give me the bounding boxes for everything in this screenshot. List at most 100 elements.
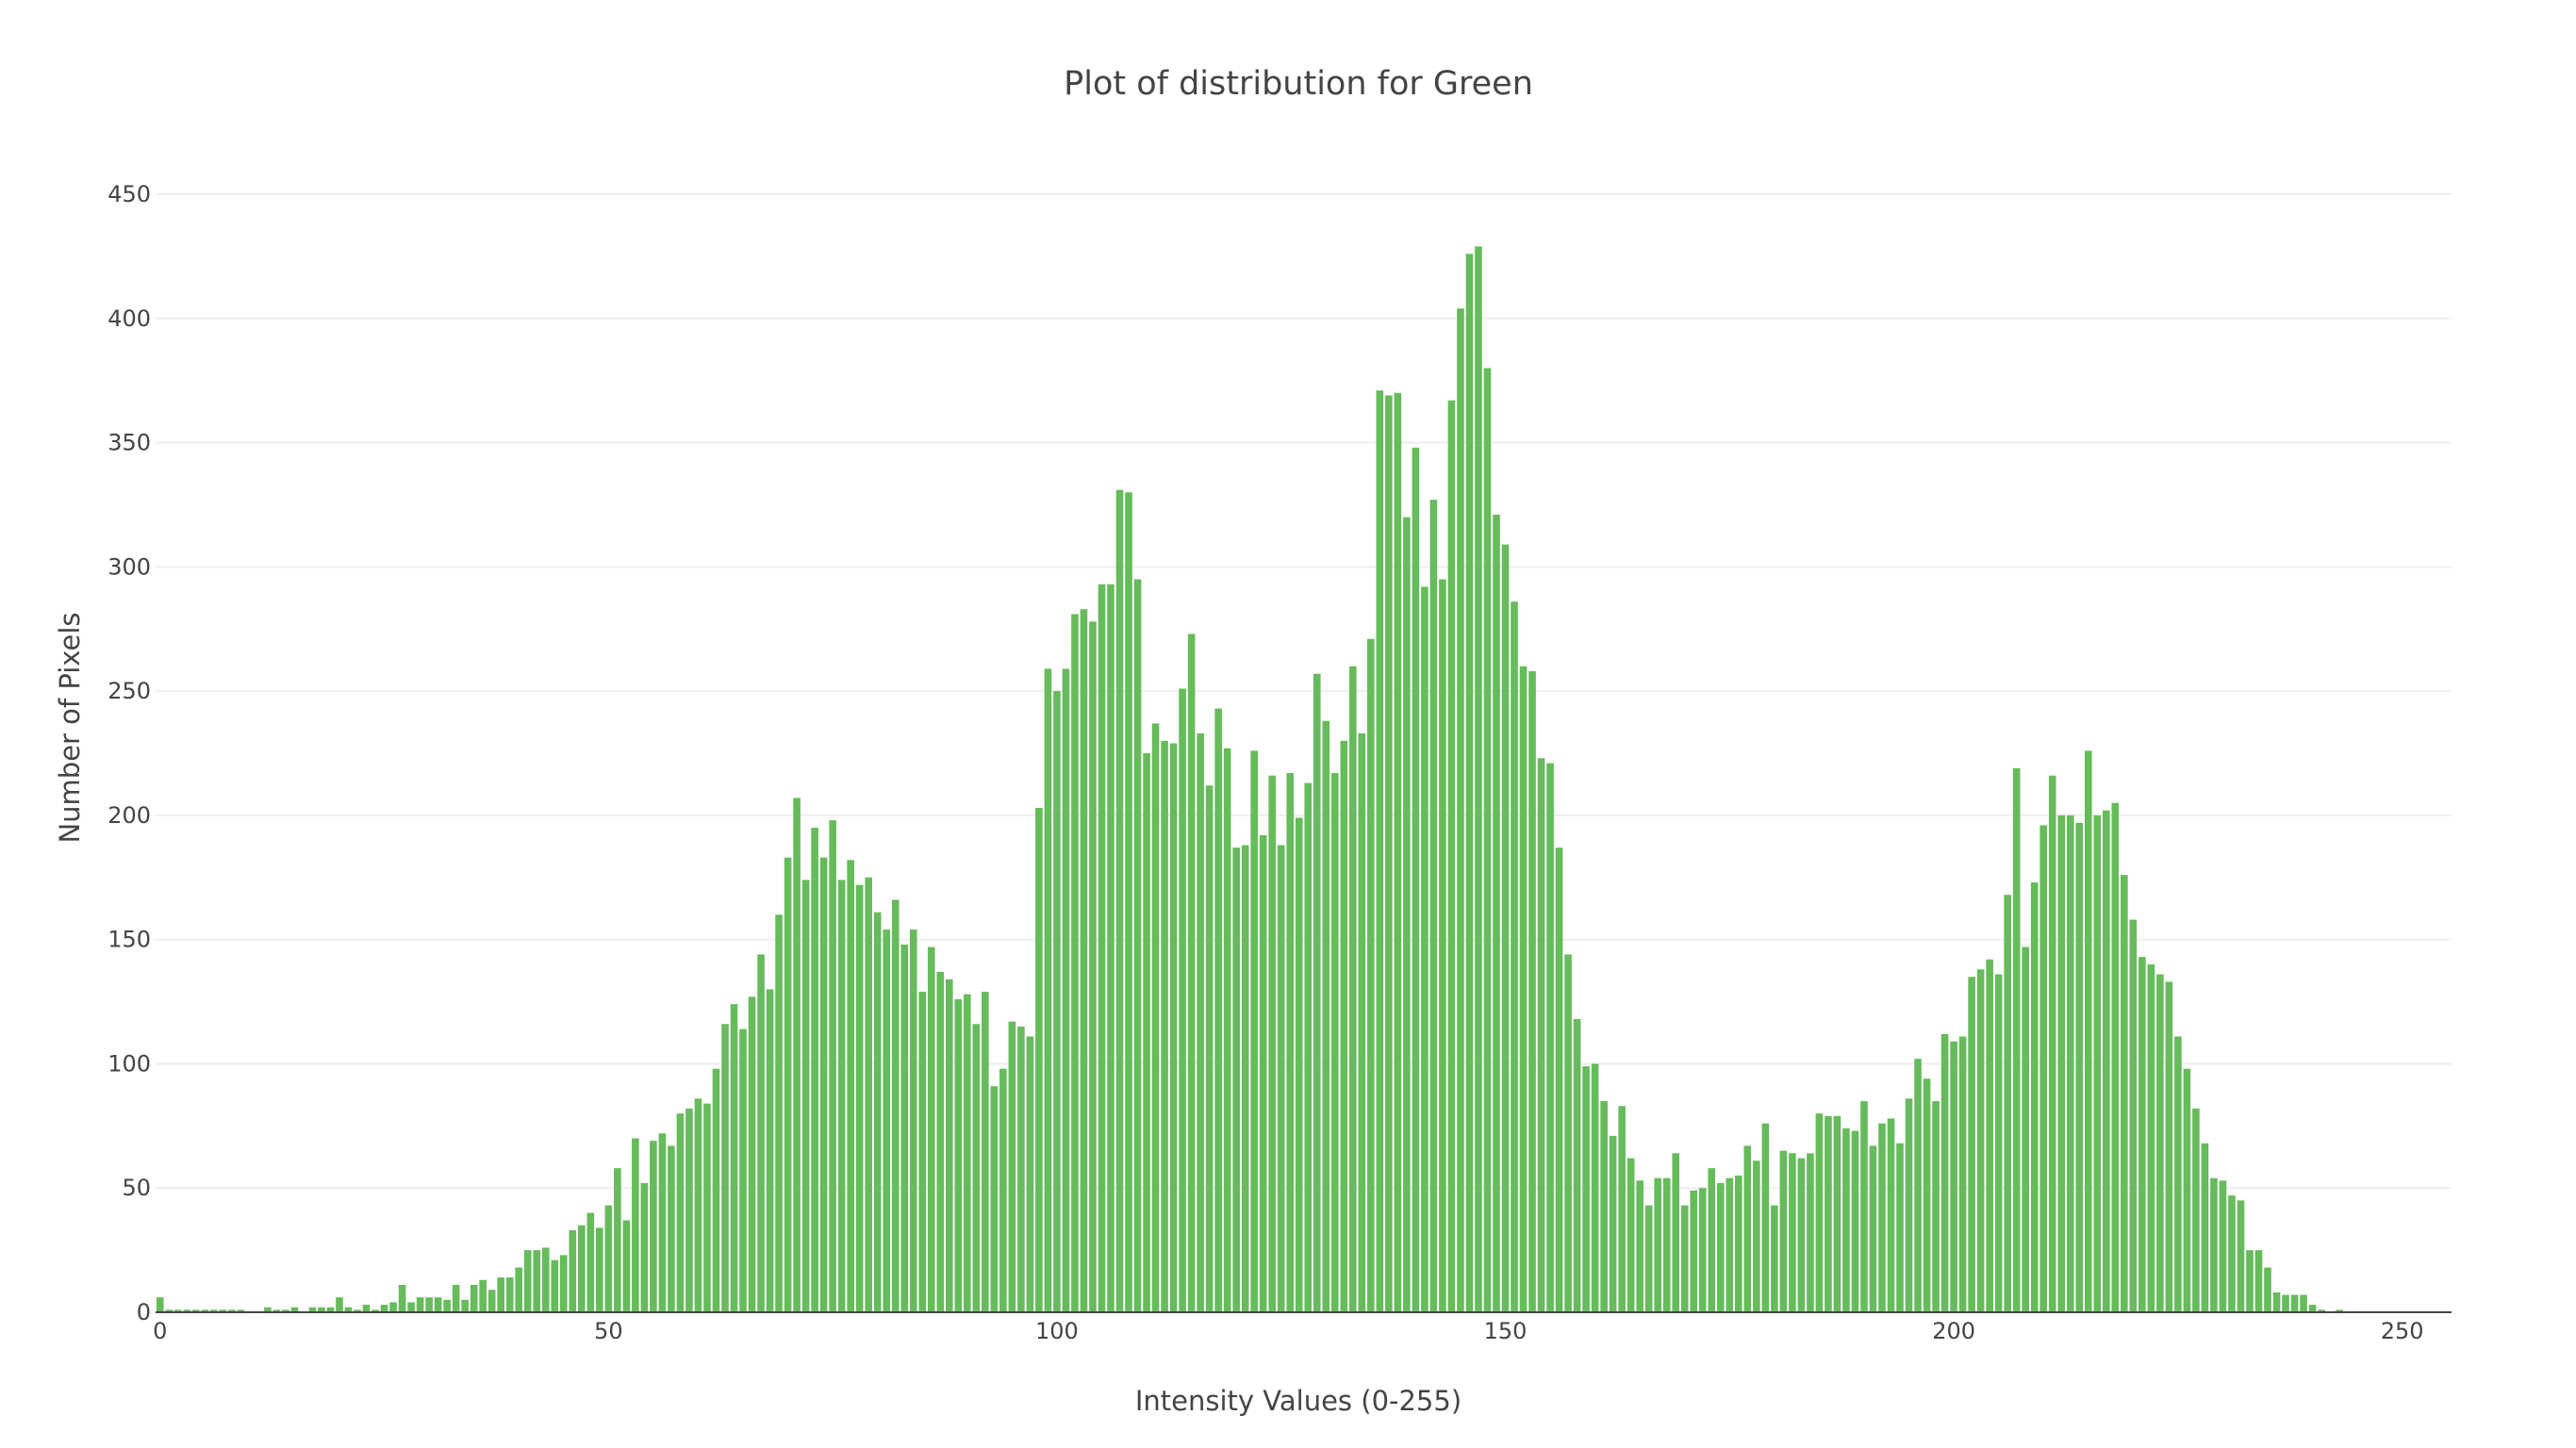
histogram-bar [1600, 1100, 1608, 1312]
histogram-bar [398, 1285, 406, 1312]
histogram-bar [1976, 969, 1985, 1312]
x-tick-label: 0 [153, 1318, 167, 1344]
histogram-bar [819, 857, 828, 1312]
histogram-bar [1716, 1182, 1725, 1312]
histogram-bar [1743, 1145, 1752, 1312]
histogram-bar [2237, 1200, 2245, 1312]
histogram-bar [685, 1108, 693, 1312]
histogram-bar [1115, 489, 1124, 1312]
histogram-bar [416, 1297, 424, 1312]
histogram-bar [632, 1138, 639, 1312]
histogram-bar [1564, 954, 1572, 1312]
histogram-bar [434, 1297, 442, 1312]
histogram-bar [1349, 666, 1357, 1312]
histogram-bar [2228, 1195, 2236, 1312]
histogram-bar [1789, 1153, 1796, 1312]
histogram-bar [2129, 919, 2138, 1312]
histogram-bar [515, 1267, 523, 1312]
histogram-bar [1986, 959, 1993, 1312]
histogram-bar [739, 1028, 747, 1312]
histogram-bar [2192, 1108, 2200, 1312]
histogram-bar [614, 1168, 621, 1312]
histogram-bar [210, 1309, 218, 1312]
histogram-bar [1421, 586, 1428, 1312]
histogram-bar [1313, 673, 1321, 1312]
histogram-bar [1151, 723, 1160, 1312]
histogram-bar [523, 1250, 532, 1312]
histogram-bar [1914, 1059, 1922, 1312]
histogram-bar [1825, 1115, 1832, 1312]
histogram-bar [1358, 732, 1366, 1312]
histogram-bar [308, 1307, 317, 1312]
histogram-bar [1412, 447, 1420, 1312]
histogram-bar [982, 992, 989, 1312]
histogram-bar [837, 880, 846, 1312]
histogram-bar [2254, 1250, 2263, 1312]
histogram-bar [1887, 1118, 1895, 1312]
histogram-bar [999, 1068, 1007, 1312]
histogram-bar [1429, 500, 1438, 1312]
histogram-bar [1609, 1135, 1617, 1312]
histogram-bar [505, 1277, 514, 1312]
histogram-bar [1080, 609, 1088, 1312]
histogram-bar [389, 1302, 397, 1312]
histogram-bar [1896, 1143, 1904, 1312]
histogram-bar [1044, 668, 1052, 1312]
histogram-bar [165, 1309, 173, 1312]
histogram-bar [900, 944, 909, 1312]
histogram-bar [703, 1103, 711, 1312]
histogram-bar [1125, 492, 1132, 1312]
histogram-bar [668, 1145, 675, 1312]
histogram-bar [1958, 1036, 1967, 1312]
histogram-bar [1089, 621, 1097, 1312]
histogram-bar [811, 828, 818, 1312]
histogram-bar [730, 1004, 738, 1312]
histogram-bar [1779, 1150, 1788, 1312]
histogram-bar [2210, 1177, 2218, 1312]
histogram-bar [183, 1309, 191, 1312]
histogram-bar [676, 1113, 685, 1312]
histogram-bar [757, 954, 765, 1312]
histogram-bar [1340, 740, 1348, 1312]
histogram-bar [1582, 1066, 1590, 1312]
histogram-bar [380, 1305, 388, 1312]
histogram-bar [1636, 1180, 1643, 1312]
histogram-bar [282, 1309, 289, 1312]
histogram-bar [2093, 814, 2102, 1312]
histogram-bar [2219, 1180, 2227, 1312]
y-axis-title: Number of Pixels [54, 612, 86, 843]
histogram-bar [1133, 579, 1142, 1312]
histogram-bar [336, 1297, 343, 1312]
x-tick-label: 50 [594, 1318, 623, 1344]
histogram-bar [1304, 782, 1313, 1312]
histogram-bar [2039, 825, 2048, 1312]
histogram-bar [1483, 368, 1492, 1312]
histogram-bar [1923, 1078, 1931, 1312]
histogram-bar [1475, 246, 1482, 1312]
histogram-bar [1017, 1026, 1025, 1312]
histogram-bar [191, 1309, 200, 1312]
histogram-bar [1187, 634, 1196, 1312]
histogram-bar [559, 1255, 568, 1312]
histogram-bar [1833, 1115, 1841, 1312]
histogram-bar [909, 930, 917, 1312]
histogram-bar [847, 860, 854, 1312]
histogram-bar [596, 1227, 603, 1312]
histogram-bar [1771, 1205, 1778, 1312]
histogram-bar [945, 979, 953, 1312]
histogram-bar [2048, 775, 2056, 1312]
histogram-bar [1761, 1123, 1770, 1312]
histogram-bar [1511, 601, 1518, 1312]
histogram-bar [272, 1309, 281, 1312]
histogram-bar [865, 877, 872, 1312]
histogram-bar [1940, 1033, 1949, 1312]
histogram-bar [2246, 1250, 2254, 1312]
histogram-bar [1385, 395, 1393, 1313]
y-tick-label: 450 [107, 181, 151, 207]
histogram-bar [1179, 688, 1186, 1312]
histogram-bar [1143, 753, 1150, 1312]
histogram-bar [1807, 1153, 1814, 1312]
histogram-bar [1519, 666, 1527, 1312]
histogram-bar [1797, 1158, 1806, 1312]
